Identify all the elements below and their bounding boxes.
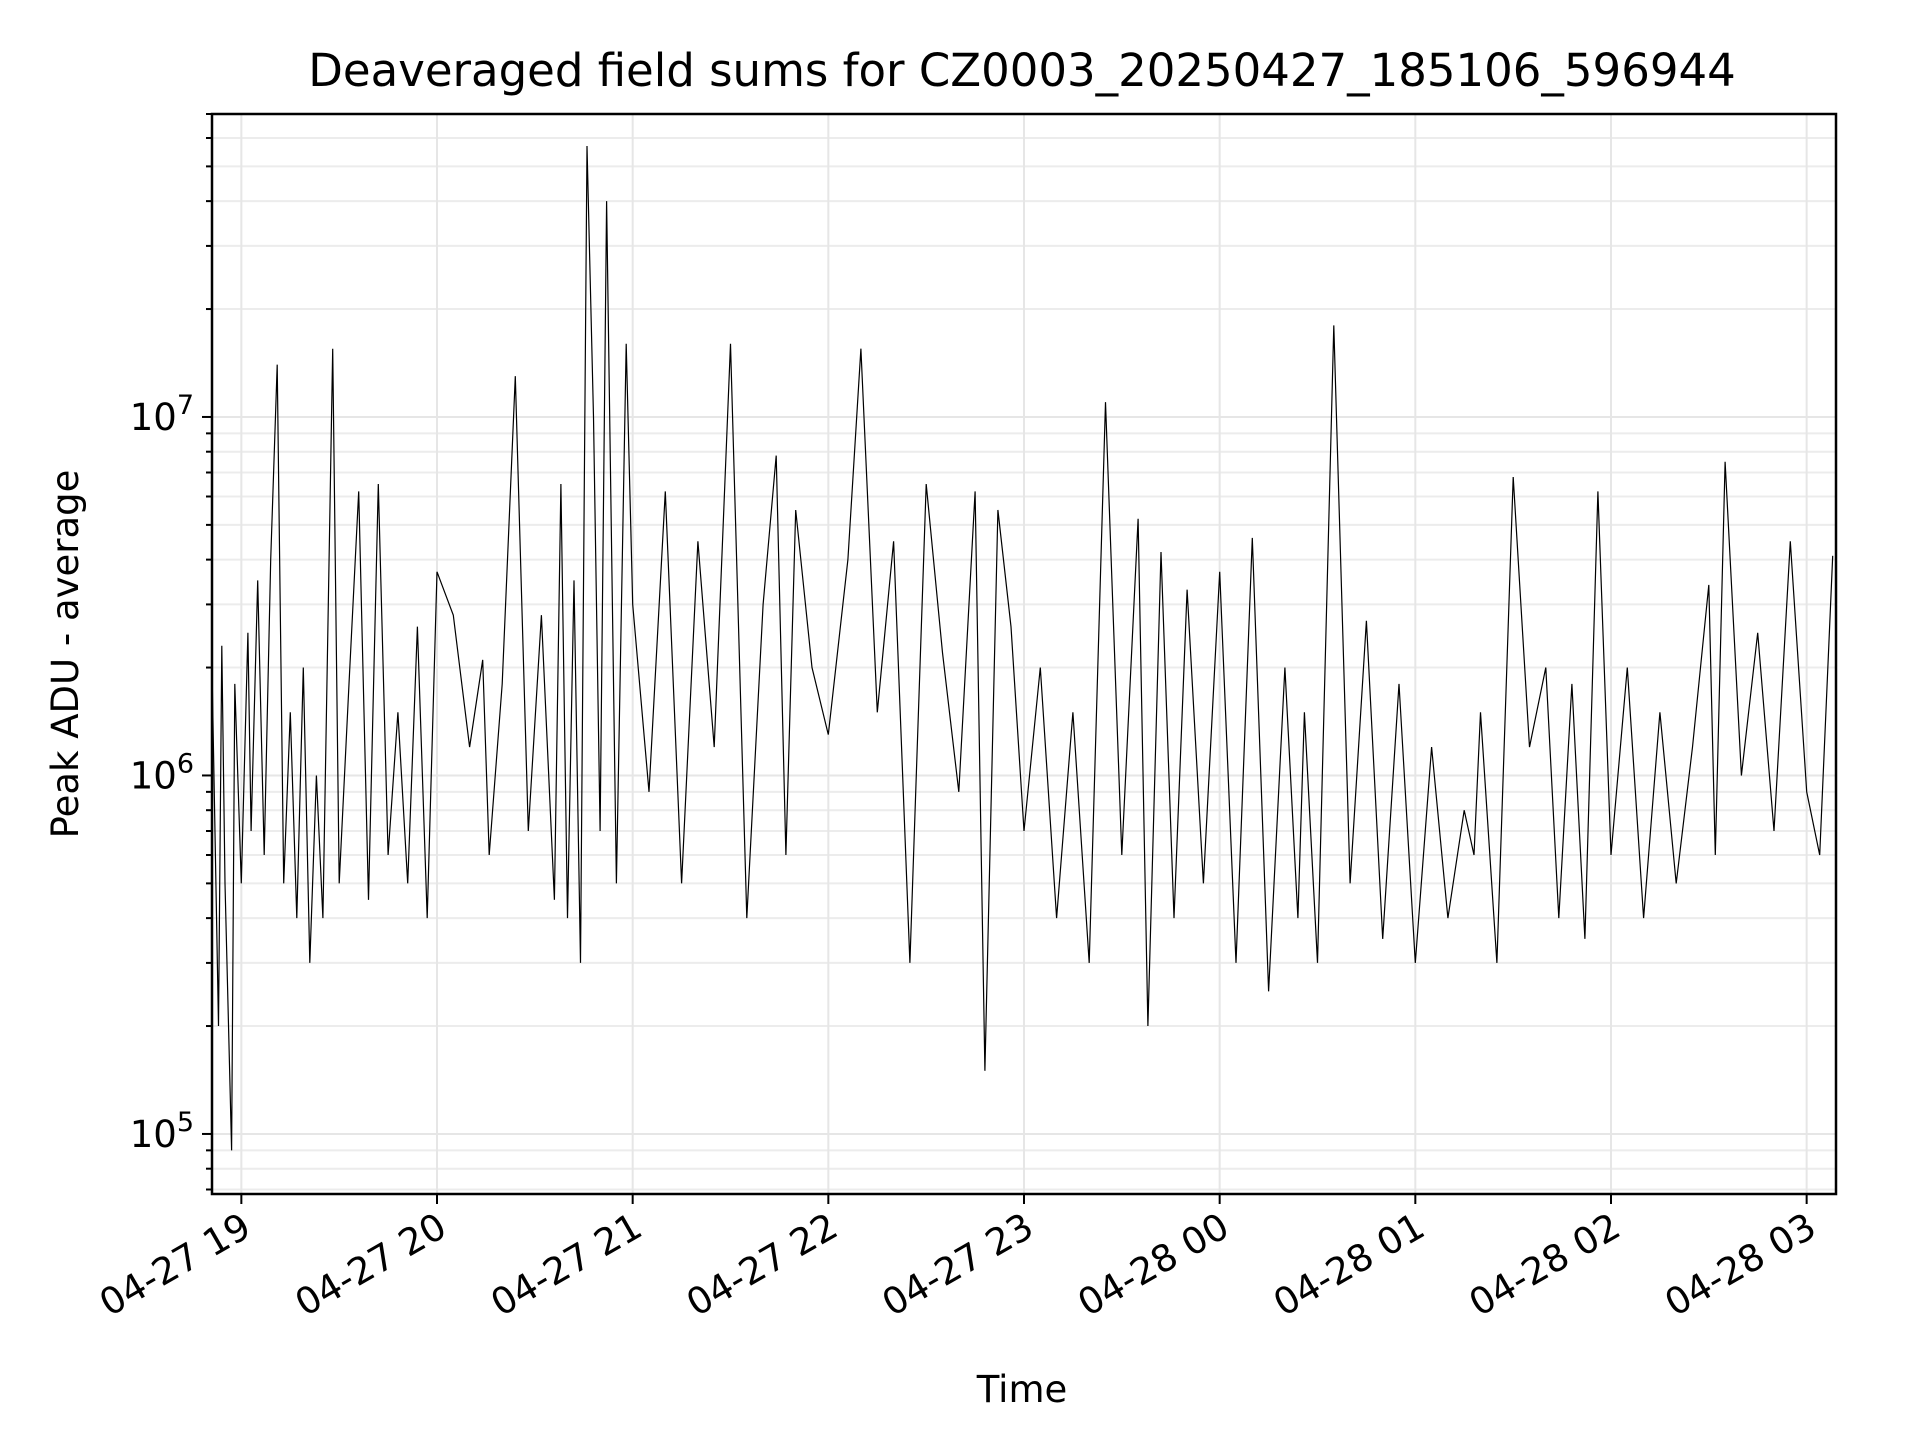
y-axis: 105 106 107 [130, 113, 212, 1191]
plot-area [210, 112, 1838, 1196]
y-axis-label: Peak ADU - average [44, 470, 87, 839]
y-tick-label: 106 [130, 748, 194, 797]
chart-title: Deaveraged field sums for CZ0003_2025042… [308, 44, 1735, 97]
series-line [211, 145, 1834, 1151]
x-axis-label: Time [976, 1368, 1068, 1411]
grid-lines [212, 113, 1836, 1194]
y-tick-label: 107 [130, 390, 194, 439]
y-tick-label: 105 [130, 1107, 194, 1156]
